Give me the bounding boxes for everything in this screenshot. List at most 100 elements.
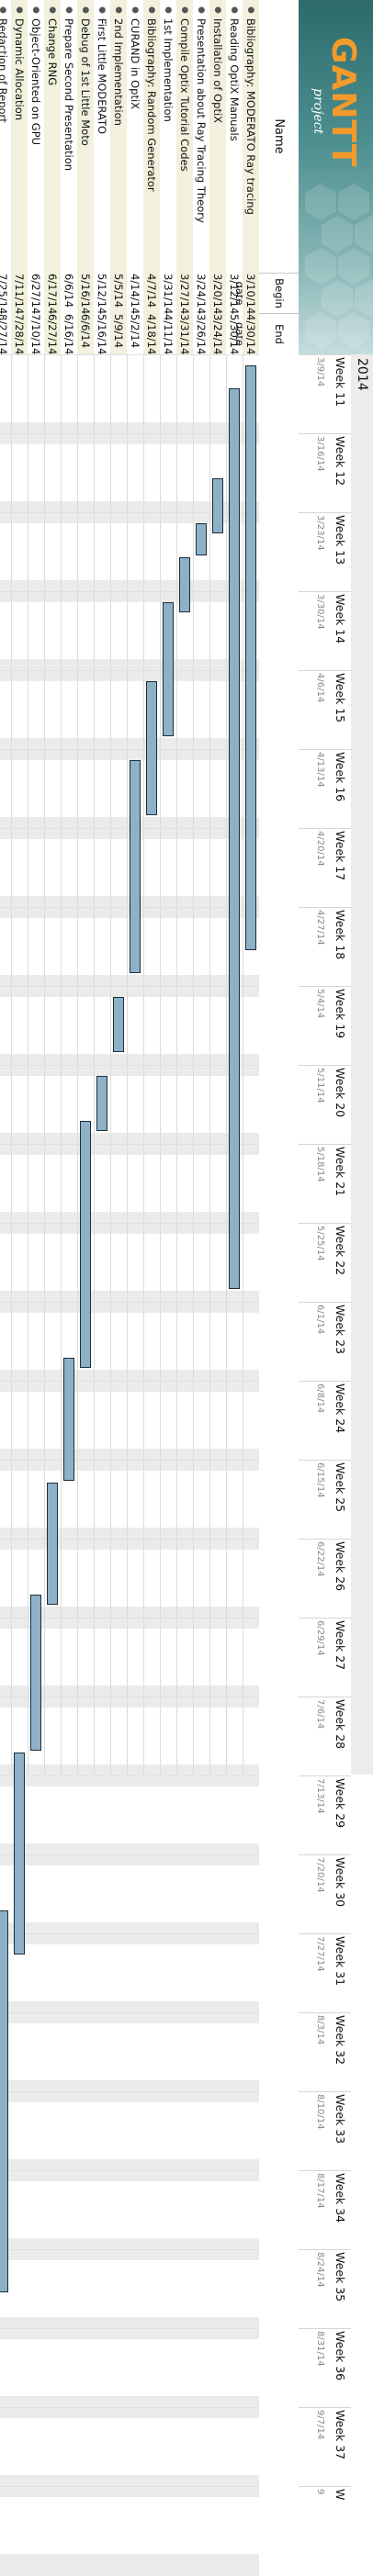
column-header-name[interactable]: Name bbox=[259, 0, 299, 274]
week-start-date: 8/10/14 bbox=[315, 2094, 325, 2130]
week-header-cell: Week 14 3/30/14 bbox=[299, 591, 351, 670]
row-gridline bbox=[11, 354, 12, 1775]
week-gridline bbox=[0, 2328, 259, 2329]
week-header-cell: Week 18 4/27/14 bbox=[299, 907, 351, 986]
week-start-date: 3/30/14 bbox=[315, 594, 325, 630]
week-gridline bbox=[0, 2170, 259, 2171]
week-start-date: 6/1/14 bbox=[315, 1305, 325, 1335]
week-start-date: 3/23/14 bbox=[315, 515, 325, 551]
task-bar[interactable] bbox=[130, 760, 141, 973]
task-begin-date: 3/12/14 bbox=[228, 274, 241, 315]
week-gridline bbox=[0, 1460, 259, 1461]
task-bar[interactable] bbox=[96, 1076, 107, 1131]
task-bar[interactable] bbox=[146, 681, 157, 815]
week-start-date: 9/7/14 bbox=[315, 2410, 325, 2440]
task-row[interactable]: ● Redaction of Report 7/25/148/27/14 bbox=[0, 0, 11, 354]
task-row[interactable]: ● Bibliography: Random Generator 4/7/14 4/1… bbox=[143, 0, 160, 354]
week-label: Week 28 bbox=[333, 1699, 347, 1750]
task-bar[interactable] bbox=[80, 1121, 91, 1368]
row-gridline bbox=[61, 354, 62, 1775]
week-gridline bbox=[0, 1381, 259, 1382]
week-label: Week 17 bbox=[333, 831, 347, 881]
task-row[interactable]: ● Object-Oriented on GPU 6/27/14 7/10/14 bbox=[28, 0, 44, 354]
task-bar[interactable] bbox=[229, 387, 240, 1289]
task-row[interactable]: ● Reading OptiX Manuals 3/12/14 5/30/14 bbox=[226, 0, 243, 354]
task-row[interactable]: ● Bibliography: MODERATO Ray tracing 3/10/… bbox=[243, 0, 259, 354]
task-bar[interactable] bbox=[196, 523, 207, 556]
task-end-date: 6/16/14 bbox=[62, 314, 75, 355]
week-start-date: 7/13/14 bbox=[315, 1778, 325, 1814]
task-name: Compile Optix Tutorial Codes bbox=[178, 18, 191, 172]
task-bar[interactable] bbox=[14, 1753, 25, 1954]
task-bar[interactable] bbox=[0, 1910, 8, 2293]
task-name: Debug of 1st Little Moto bbox=[79, 18, 92, 146]
task-bullet-icon: ● bbox=[64, 6, 73, 14]
task-row[interactable]: ● 2nd Implementation 5/5/14 5/9/14 bbox=[110, 0, 127, 354]
task-bullet-icon: ● bbox=[147, 6, 156, 14]
week-label: Week 31 bbox=[333, 1936, 347, 1987]
week-gridline bbox=[0, 1775, 259, 1776]
week-label: Week 18 bbox=[333, 910, 347, 960]
row-gridline bbox=[110, 354, 111, 1775]
week-start-date: 9 bbox=[315, 2489, 325, 2495]
column-header-begin-date[interactable]: Begin date bbox=[233, 274, 299, 314]
task-end-date: 5/30/14 bbox=[228, 314, 241, 355]
week-label: Week 22 bbox=[333, 1226, 347, 1276]
week-header-cell: Week 21 5/18/14 bbox=[299, 1144, 351, 1223]
week-label: Week 24 bbox=[333, 1383, 347, 1434]
task-bar[interactable] bbox=[30, 1595, 41, 1752]
logo-title: GANTT bbox=[324, 37, 362, 168]
week-start-date: 5/18/14 bbox=[315, 1147, 325, 1182]
row-gridline bbox=[209, 354, 210, 1775]
task-row[interactable]: ● Debug of 1st Little Moto 5/16/14 6/6/14 bbox=[77, 0, 94, 354]
task-bullet-icon: ● bbox=[114, 6, 123, 14]
week-start-date: 3/9/14 bbox=[315, 357, 325, 387]
task-bar[interactable] bbox=[179, 557, 190, 612]
task-row[interactable]: ● Change RNG 6/17/14 6/27/14 bbox=[44, 0, 61, 354]
week-label: Week 23 bbox=[333, 1305, 347, 1355]
week-header-cell: Week 23 6/1/14 bbox=[299, 1302, 351, 1381]
task-bar[interactable] bbox=[245, 365, 256, 951]
task-row[interactable]: ● Presentation about Ray Tracing Theory 3/… bbox=[193, 0, 209, 354]
week-gridline bbox=[0, 1854, 259, 1855]
task-row[interactable]: ● CURAND in OptiX 4/14/14 5/2/14 bbox=[127, 0, 143, 354]
week-start-date: 3/16/14 bbox=[315, 436, 325, 472]
task-bullet-icon: ● bbox=[213, 6, 222, 14]
task-row[interactable]: ● Dynamic Allocation 7/11/14 7/28/14 bbox=[11, 0, 28, 354]
week-label: Week 32 bbox=[333, 2015, 347, 2066]
task-bar[interactable] bbox=[47, 1482, 58, 1605]
column-header-end-date[interactable]: End date bbox=[233, 322, 286, 346]
task-row[interactable]: ● 1st Implementation 3/31/14 4/11/14 bbox=[160, 0, 176, 354]
week-header-cell: Week 34 8/17/14 bbox=[299, 2170, 351, 2249]
week-start-date: 4/20/14 bbox=[315, 831, 325, 867]
task-begin-date: 5/16/14 bbox=[79, 274, 92, 315]
task-bar[interactable] bbox=[212, 478, 223, 533]
week-gridline bbox=[0, 591, 259, 592]
task-row[interactable]: ● First Little MODERATO 5/12/14 5/16/14 bbox=[94, 0, 110, 354]
task-name: Dynamic Allocation bbox=[13, 18, 26, 121]
task-begin-date: 3/24/14 bbox=[195, 274, 208, 315]
task-name: CURAND in OptiX bbox=[129, 18, 141, 110]
task-row[interactable]: ● Compile Optix Tutorial Codes 3/27/14 3/31… bbox=[176, 0, 193, 354]
week-gridline bbox=[0, 1144, 259, 1145]
week-label: Week 34 bbox=[333, 2173, 347, 2223]
task-bullet-icon: ● bbox=[164, 6, 173, 14]
task-bullet-icon: ● bbox=[48, 6, 57, 14]
week-header-cell: Week 29 7/13/14 bbox=[299, 1775, 351, 1854]
task-bullet-icon: ● bbox=[15, 6, 24, 14]
task-begin-date: 7/25/14 bbox=[0, 274, 9, 315]
task-bar[interactable] bbox=[113, 997, 124, 1052]
task-row[interactable]: ● Prepare Second Presentation 6/6/14 6/16/1… bbox=[61, 0, 77, 354]
task-bullet-icon: ● bbox=[197, 6, 206, 14]
week-header-cell: Week 26 6/22/14 bbox=[299, 1539, 351, 1618]
week-start-date: 5/11/14 bbox=[315, 1068, 325, 1103]
week-start-date: 8/3/14 bbox=[315, 2015, 325, 2045]
task-row[interactable]: ● Installation of OptiX 3/20/14 3/24/14 bbox=[209, 0, 226, 354]
task-bar[interactable] bbox=[63, 1358, 74, 1481]
week-gridline bbox=[0, 2249, 259, 2250]
task-bar[interactable] bbox=[163, 602, 174, 736]
week-gridline bbox=[0, 433, 259, 434]
weekend-stripe bbox=[0, 2553, 259, 2576]
task-begin-date: 6/6/14 bbox=[62, 274, 75, 308]
